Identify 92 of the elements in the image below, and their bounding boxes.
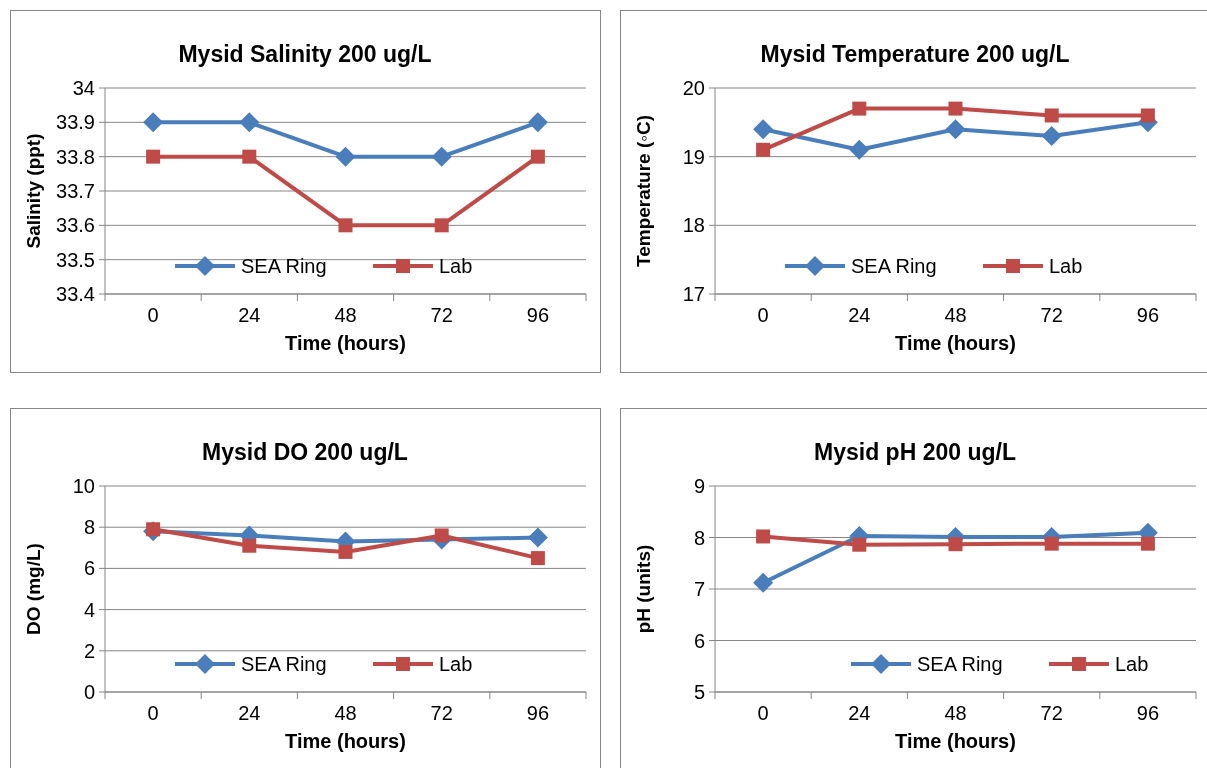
y-tick-label: 33.5 (56, 248, 95, 271)
point (239, 112, 260, 133)
x-tick-label: 48 (334, 304, 357, 326)
x-tick-label: 0 (147, 304, 159, 326)
legend-label: SEA Ring (241, 255, 327, 277)
point (530, 149, 545, 164)
x-tick-label: 72 (430, 702, 453, 724)
point (434, 218, 449, 233)
point (948, 537, 963, 552)
point (338, 218, 353, 233)
chart-title: Mysid Temperature 200 ug/L (760, 41, 1070, 67)
y-tick-label: 33.7 (56, 180, 95, 202)
x-tick-label: 48 (334, 702, 357, 724)
x-tick-label: 24 (848, 702, 871, 724)
y-tick-label: 7 (693, 578, 705, 600)
x-tick-label: 72 (1040, 702, 1063, 724)
x-axis-title: Time (hours) (895, 332, 1016, 354)
y-tick-label: 17 (682, 283, 705, 305)
y-tick-label: 6 (693, 629, 705, 652)
legend-label: SEA Ring (917, 653, 1003, 675)
point (242, 538, 257, 553)
y-tick-label: 33.6 (56, 214, 95, 237)
y-tick-label: 18 (682, 214, 705, 237)
x-tick-label: 24 (848, 304, 871, 326)
point (434, 528, 449, 543)
x-tick-label: 96 (1136, 702, 1160, 724)
x-axis-title: Time (hours) (285, 332, 406, 354)
x-axis-title: Time (hours) (895, 730, 1016, 752)
y-tick-label: 8 (693, 526, 705, 549)
y-tick-label: 10 (72, 475, 95, 497)
y-tick-label: 5 (693, 681, 705, 703)
y-tick-label: 33.8 (56, 145, 95, 168)
point (849, 139, 870, 160)
point (756, 142, 771, 157)
chart-title: Mysid DO 200 ug/L (202, 439, 408, 465)
y-axis-title: Temperature (◦C) (633, 114, 654, 268)
point (527, 527, 548, 548)
legend-label: Lab (1049, 255, 1083, 277)
y-tick-label: 0 (83, 681, 95, 703)
point (431, 146, 452, 167)
chart-title: Mysid Salinity 200 ug/L (178, 41, 432, 67)
legend-label: SEA Ring (851, 255, 937, 277)
point (242, 149, 257, 164)
x-tick-label: 72 (430, 304, 453, 326)
point (335, 146, 356, 167)
chart-title: Mysid pH 200 ug/L (814, 439, 1016, 465)
x-tick-label: 24 (238, 304, 261, 326)
x-tick-label: 72 (1040, 304, 1063, 326)
y-axis-title: pH (units) (633, 544, 654, 634)
legend-label: Lab (439, 653, 473, 675)
x-tick-label: 48 (944, 702, 967, 724)
y-tick-label: 2 (83, 639, 95, 662)
point (143, 112, 164, 133)
y-tick-label: 19 (682, 145, 705, 168)
point (753, 119, 774, 140)
point (146, 149, 161, 164)
point (1140, 536, 1155, 551)
y-tick-label: 4 (83, 598, 95, 621)
x-axis-title: Time (hours) (285, 730, 406, 752)
y-tick-label: 20 (682, 77, 705, 99)
y-axis-title: DO (mg/L) (23, 543, 44, 635)
y-axis-title: Salinity (ppt) (23, 133, 44, 249)
point (1044, 536, 1059, 551)
legend-label: SEA Ring (241, 653, 327, 675)
point (530, 551, 545, 566)
point (945, 119, 966, 140)
y-tick-label: 33.4 (56, 283, 95, 305)
point (1140, 108, 1155, 123)
y-tick-label: 8 (83, 516, 95, 539)
point (852, 537, 867, 552)
y-tick-label: 9 (693, 475, 705, 497)
x-tick-label: 0 (757, 304, 769, 326)
x-tick-label: 96 (526, 304, 550, 326)
legend-label: Lab (439, 255, 473, 277)
point (852, 101, 867, 116)
point (1044, 108, 1059, 123)
x-tick-label: 24 (238, 702, 261, 724)
x-tick-label: 0 (147, 702, 159, 724)
y-tick-label: 33.9 (56, 111, 95, 134)
x-tick-label: 96 (526, 702, 550, 724)
point (948, 101, 963, 116)
point (756, 529, 771, 544)
y-tick-label: 6 (83, 557, 95, 580)
x-tick-label: 48 (944, 304, 967, 326)
point (338, 544, 353, 559)
point (1041, 126, 1062, 147)
y-tick-label: 34 (72, 77, 95, 99)
point (753, 572, 774, 593)
x-tick-label: 96 (1136, 304, 1160, 326)
point (527, 112, 548, 133)
legend-label: Lab (1115, 653, 1149, 675)
x-tick-label: 0 (757, 702, 769, 724)
